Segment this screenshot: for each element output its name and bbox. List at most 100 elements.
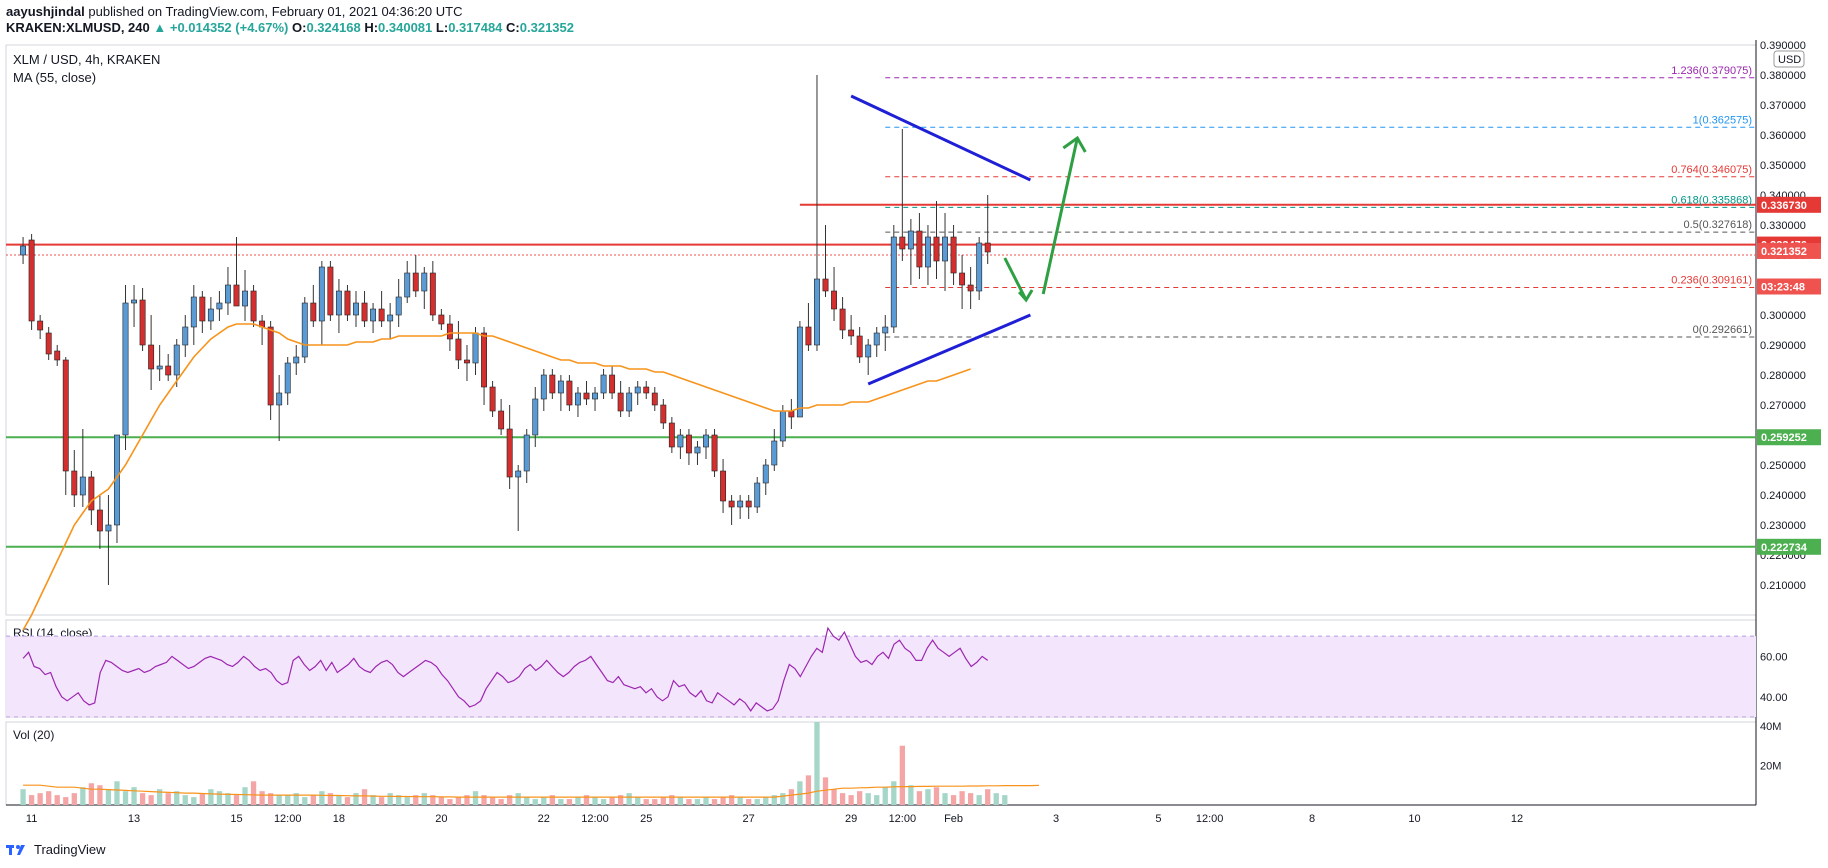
volume-bar — [276, 795, 282, 805]
brand-label[interactable]: TradingView — [34, 842, 106, 857]
candle-body — [122, 302, 129, 436]
volume-bar — [942, 793, 948, 805]
candle-body — [651, 392, 658, 406]
time-tick-label: 25 — [640, 813, 652, 825]
candle-body — [207, 308, 214, 322]
candle-body — [660, 404, 667, 424]
candle-body — [481, 332, 487, 388]
candle-body — [925, 236, 931, 268]
candle-body — [856, 335, 863, 358]
candle-body — [310, 302, 317, 322]
candle-body — [165, 365, 172, 376]
volume-ma-line — [23, 784, 1039, 798]
volume-bar — [182, 795, 188, 805]
candle-body — [506, 428, 513, 478]
time-tick-label: 22 — [538, 813, 550, 825]
volume-bar — [728, 795, 735, 805]
candle-body — [677, 434, 684, 448]
down-arrowhead-icon — [1017, 289, 1034, 303]
volume-bar — [882, 787, 888, 805]
candle-body — [967, 284, 974, 292]
candle-body — [754, 482, 761, 508]
price-tick-label: 0.300000 — [1760, 310, 1806, 322]
candle-body — [88, 476, 95, 511]
volume-bar — [157, 789, 163, 805]
time-tick-label: 13 — [128, 813, 140, 825]
candle-body — [685, 434, 692, 454]
price-tick-label: 0.240000 — [1760, 490, 1806, 502]
change-label: ▲ +0.014352 (+4.67%) — [153, 20, 289, 35]
price-tick-label: 0.370000 — [1760, 100, 1806, 112]
candle-body — [62, 359, 69, 472]
down-arrow-line — [1003, 257, 1028, 301]
candle-body — [37, 320, 44, 331]
candle-body — [788, 410, 795, 418]
volume-bar — [208, 789, 214, 805]
volume-bar — [293, 793, 299, 805]
chart-header: aayushjindal published on TradingView.co… — [6, 4, 574, 36]
volume-bar — [839, 793, 846, 805]
volume-bar — [746, 799, 752, 805]
level-label-box — [1757, 242, 1821, 259]
publish-line: aayushjindal published on TradingView.co… — [6, 4, 574, 20]
volume-bar — [1002, 795, 1008, 805]
candle-body — [293, 356, 300, 364]
volume-bar — [694, 799, 701, 805]
volume-bar — [575, 797, 581, 805]
level-label-box — [1757, 429, 1821, 446]
candle-body — [566, 380, 573, 406]
time-tick-label: 15 — [230, 813, 242, 825]
volume-bar — [302, 797, 308, 805]
up-arrow-line — [1041, 137, 1079, 295]
candle-body — [28, 239, 35, 322]
volume-bar — [754, 799, 760, 805]
candle-body — [976, 242, 983, 292]
level-label-box — [1757, 538, 1821, 555]
candle-body — [267, 326, 274, 406]
volume-bar — [353, 793, 359, 805]
volume-bar — [319, 791, 325, 805]
volume-bar — [652, 799, 658, 805]
candle-body — [404, 272, 411, 298]
candle-body — [549, 374, 556, 394]
volume-bar — [822, 777, 829, 805]
candle-body — [814, 278, 820, 346]
volume-bar — [950, 795, 957, 805]
candle-body — [959, 272, 966, 286]
volume-bar — [191, 797, 197, 805]
volume-bar — [267, 793, 274, 805]
candle-body — [515, 470, 522, 478]
candle-body — [353, 302, 359, 316]
candle-body — [916, 230, 923, 268]
volume-bar — [592, 797, 598, 805]
volume-bar — [677, 797, 684, 805]
candle-body — [472, 332, 479, 364]
volume-bar — [669, 795, 675, 805]
candle-body — [464, 359, 470, 364]
volume-bar — [848, 795, 854, 805]
volume-bar — [199, 793, 205, 805]
candle-body — [583, 392, 590, 400]
price-tick-label: 0.330000 — [1760, 220, 1806, 232]
price-tick-label: 0.270000 — [1760, 400, 1806, 412]
volume-bar — [148, 795, 154, 805]
candle-body — [429, 272, 436, 316]
volume-bar — [617, 795, 624, 805]
price-tick-label: 0.360000 — [1760, 130, 1806, 142]
price-tick-label: 0.350000 — [1760, 160, 1806, 172]
candle-body — [156, 365, 163, 370]
candle-body — [148, 344, 155, 370]
author-name[interactable]: aayushjindal — [6, 4, 85, 19]
candle-body — [626, 392, 633, 412]
volume-bar — [88, 783, 95, 805]
candle-body — [737, 500, 744, 508]
volume-bar — [447, 799, 453, 805]
volume-bar — [310, 795, 316, 805]
candle-body — [771, 440, 778, 466]
candle-body — [498, 410, 505, 430]
candle-body — [839, 308, 846, 331]
volume-bar — [114, 781, 120, 805]
candle-body — [694, 446, 701, 454]
volume-bar — [737, 797, 743, 805]
